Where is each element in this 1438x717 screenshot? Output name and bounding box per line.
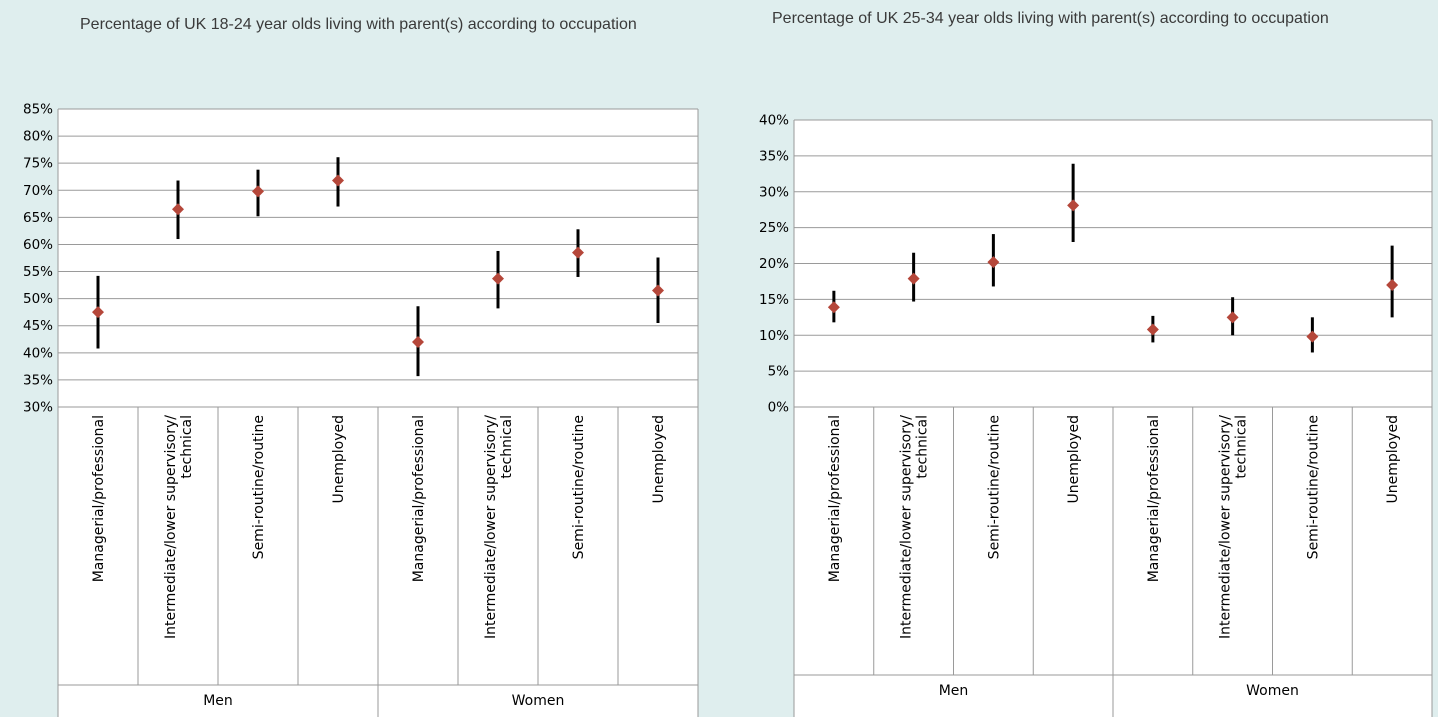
y-tick-label: 0% <box>768 400 790 416</box>
y-tick-label: 5% <box>768 364 790 380</box>
y-tick-label: 20% <box>759 256 789 272</box>
y-tick-label: 45% <box>23 318 53 334</box>
chart-2-title: Percentage of UK 25-34 year olds living … <box>772 10 1329 27</box>
data-point-marker <box>652 284 664 297</box>
data-point-marker <box>412 335 424 348</box>
y-tick-label: 30% <box>759 184 789 200</box>
y-tick-label: 70% <box>23 183 53 199</box>
chart-1-title: Percentage of UK 18-24 year olds living … <box>80 16 637 33</box>
x-group-label: Women <box>512 693 565 709</box>
y-tick-label: 60% <box>23 237 53 253</box>
x-category-label: Unemployed <box>331 415 347 504</box>
data-point-marker <box>1226 311 1239 324</box>
x-category-label: Unemployed <box>1066 415 1082 504</box>
x-group-label: Women <box>1246 683 1299 699</box>
x-category-label: Managerial/professional <box>411 415 427 582</box>
y-tick-label: 25% <box>759 220 789 236</box>
data-point-marker <box>492 272 504 285</box>
y-tick-label: 35% <box>759 148 789 164</box>
x-category-label: Semi-routine/routine <box>251 415 267 559</box>
x-category-label: Intermediate/lower supervisory/technical <box>899 415 931 639</box>
y-tick-label: 15% <box>759 292 789 308</box>
y-tick-label: 10% <box>759 328 789 344</box>
data-point-marker <box>572 246 584 259</box>
data-point-marker <box>252 185 264 198</box>
data-point-marker <box>1067 199 1080 212</box>
x-category-label: Intermediate/lower supervisory/technical <box>483 415 515 639</box>
y-tick-label: 40% <box>759 113 789 129</box>
x-category-label: Managerial/professional <box>827 415 843 582</box>
y-tick-label: 30% <box>23 400 53 416</box>
data-point-marker <box>1306 330 1319 343</box>
x-category-label: Managerial/professional <box>91 415 107 582</box>
data-point-marker <box>332 174 344 187</box>
data-point-marker <box>1386 279 1399 292</box>
data-point-marker <box>907 272 920 285</box>
y-tick-label: 65% <box>23 210 53 226</box>
x-group-label: Men <box>203 693 233 709</box>
x-group-label: Men <box>939 683 969 699</box>
y-tick-label: 50% <box>23 291 53 307</box>
x-category-label: Intermediate/lower supervisory/technical <box>1218 415 1250 639</box>
data-point-marker <box>92 306 104 319</box>
y-tick-label: 40% <box>23 345 53 361</box>
x-category-label: Unemployed <box>651 415 667 504</box>
y-tick-label: 55% <box>23 264 53 280</box>
y-tick-label: 35% <box>23 372 53 388</box>
x-category-label: Semi-routine/routine <box>571 415 587 559</box>
x-category-label: Managerial/professional <box>1146 415 1162 582</box>
x-category-label: Semi-routine/routine <box>986 415 1002 559</box>
x-category-label: Semi-routine/routine <box>1305 415 1321 559</box>
data-point-marker <box>827 301 840 314</box>
y-tick-label: 85% <box>23 102 53 118</box>
data-point-marker <box>172 203 184 216</box>
x-category-label: Intermediate/lower supervisory/technical <box>163 415 195 639</box>
data-point-marker <box>1146 323 1159 336</box>
data-point-marker <box>987 256 1000 269</box>
y-tick-label: 80% <box>23 129 53 145</box>
x-category-label: Unemployed <box>1385 415 1401 504</box>
y-tick-label: 75% <box>23 156 53 172</box>
